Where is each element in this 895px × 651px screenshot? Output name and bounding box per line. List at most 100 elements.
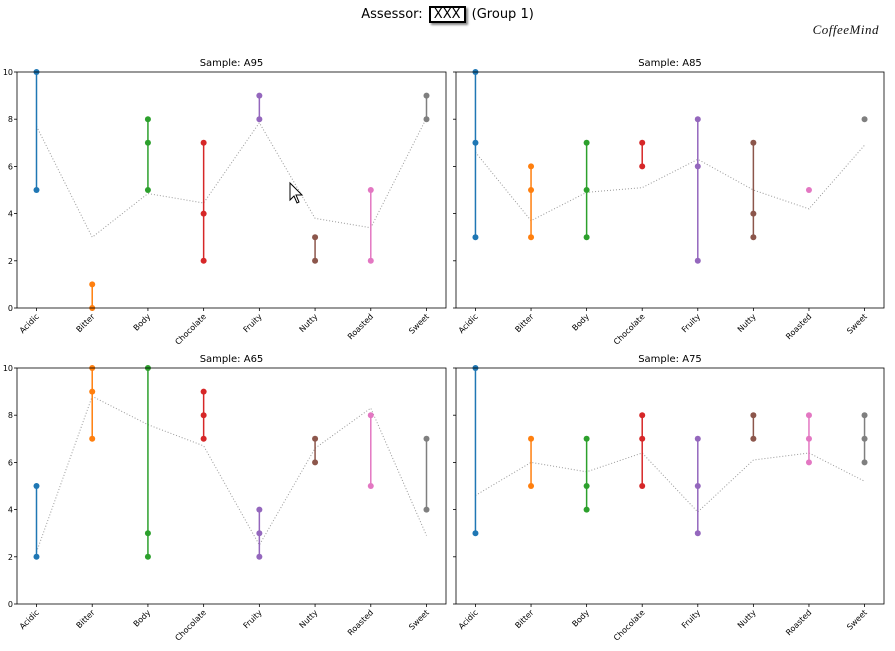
x-tick-label: Acidic — [18, 608, 41, 631]
dot — [367, 187, 374, 193]
dot — [312, 459, 319, 466]
dot — [861, 459, 868, 466]
dot — [750, 210, 757, 217]
x-tick-label: Nutty — [298, 608, 320, 630]
dot — [861, 412, 868, 419]
x-tick-label: Chocolate — [173, 312, 208, 347]
y-tick-label: 8 — [8, 115, 13, 124]
x-tick-label: Sweet — [407, 312, 431, 336]
dot — [639, 163, 646, 170]
dot — [750, 435, 757, 442]
dot — [200, 210, 207, 217]
axes-frame — [455, 71, 885, 309]
dot — [528, 435, 535, 442]
dot — [583, 187, 590, 193]
dot — [256, 553, 263, 560]
y-tick-label: 6 — [8, 162, 13, 171]
x-tick-label: Chocolate — [612, 312, 647, 347]
y-tick-label: 10 — [3, 68, 13, 77]
y-tick-label: 0 — [8, 304, 13, 313]
x-tick-label: Body — [132, 608, 153, 629]
dot — [312, 234, 319, 241]
x-tick-label: Sweet — [845, 312, 869, 336]
dot — [528, 187, 535, 193]
dot — [639, 483, 646, 489]
dot — [367, 483, 374, 489]
y-tick-label: 4 — [8, 506, 13, 515]
dot — [33, 483, 40, 489]
x-tick-label: Body — [570, 312, 591, 333]
dot — [528, 483, 535, 489]
dot — [805, 459, 812, 466]
subplot-title: Sample: A65 — [200, 354, 264, 365]
x-tick-label: Fruity — [680, 312, 702, 334]
subplot-title: Sample: A95 — [200, 58, 264, 69]
dot — [472, 530, 479, 537]
x-tick-label: Chocolate — [612, 608, 647, 643]
dot — [694, 483, 701, 489]
subplot: Sample: A95 0 2 4 6 8 10 Acidic Bitter Body Chocol… — [3, 58, 447, 347]
dot — [805, 435, 812, 442]
dot — [583, 234, 590, 241]
axes-frame — [16, 71, 447, 309]
subplot: Sample: A85 Acidic Bitter Body Chocolate Frui… — [453, 58, 885, 347]
dot — [312, 435, 319, 442]
dot — [472, 234, 479, 241]
dot — [639, 435, 646, 442]
dot — [89, 281, 96, 288]
mean-line — [475, 144, 865, 222]
dot — [423, 506, 430, 513]
dot — [89, 388, 96, 395]
dot — [200, 257, 207, 264]
dot — [144, 187, 151, 193]
x-tick-label: Body — [570, 608, 591, 629]
dot — [256, 506, 263, 513]
x-tick-label: Bitter — [513, 608, 536, 631]
title-prefix: Assessor: — [361, 7, 423, 22]
dot — [750, 234, 757, 241]
subplot: Sample: A65 0 2 4 6 8 10 Acidic Bitter Body Chocol… — [3, 354, 447, 643]
x-tick-label: Roasted — [784, 608, 813, 637]
x-tick-label: Acidic — [457, 312, 480, 335]
dot — [423, 92, 430, 99]
axes-frame — [455, 367, 885, 605]
figure-title: Assessor: XXX (Group 1) — [0, 6, 895, 23]
y-tick-label: 0 — [8, 600, 13, 609]
dot — [367, 412, 374, 419]
dot — [256, 530, 263, 537]
dot — [583, 139, 590, 146]
axes-frame — [16, 367, 447, 605]
dot — [367, 257, 374, 264]
title-box: XXX — [428, 6, 466, 23]
dot — [200, 388, 207, 395]
x-tick-label: Fruity — [680, 608, 702, 630]
subplot-title: Sample: A85 — [638, 58, 702, 69]
dot — [423, 435, 430, 442]
dot — [694, 530, 701, 537]
dot — [144, 139, 151, 146]
x-tick-label: Bitter — [513, 312, 536, 335]
x-tick-label: Roasted — [784, 312, 813, 341]
dot — [694, 116, 701, 123]
dot — [583, 483, 590, 489]
mean-line — [36, 117, 427, 238]
x-tick-label: Fruity — [242, 608, 264, 630]
dot — [639, 412, 646, 419]
dot — [583, 506, 590, 513]
dot — [694, 257, 701, 264]
dot — [583, 435, 590, 442]
dot — [472, 139, 479, 146]
dot — [144, 553, 151, 560]
x-tick-label: Nutty — [298, 312, 320, 334]
dot — [144, 530, 151, 537]
y-tick-label: 8 — [8, 411, 13, 420]
x-tick-label: Nutty — [736, 312, 758, 334]
dot — [750, 412, 757, 419]
y-tick-label: 2 — [8, 553, 13, 562]
y-tick-label: 10 — [3, 364, 13, 373]
x-tick-label: Body — [132, 312, 153, 333]
dot — [805, 187, 812, 193]
subplot: Sample: A75 Acidic Bitter Body Chocolate Frui… — [453, 354, 885, 643]
